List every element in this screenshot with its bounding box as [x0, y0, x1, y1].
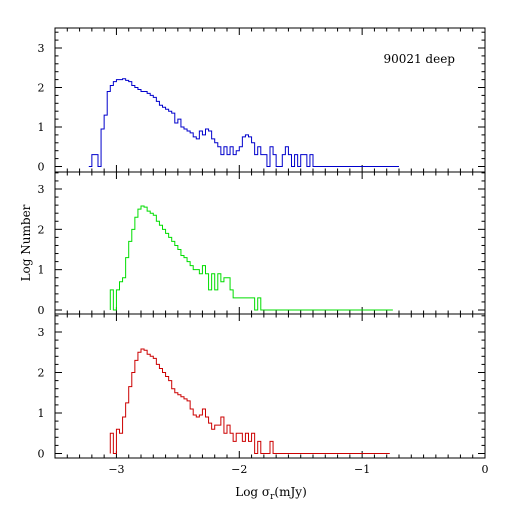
x-axis-label: Log σr(mJy) [235, 485, 307, 502]
panel-frame [54, 171, 486, 315]
y-axis-label: Log Number [19, 204, 33, 281]
panel-1: 0 1 2 3 [38, 27, 486, 174]
x-tick-label: 0 [482, 463, 489, 476]
y-tick-label: 2 [38, 223, 45, 236]
y-tick-label: 2 [38, 367, 45, 380]
histogram-series-1 [88, 78, 399, 167]
y-tick-label: 1 [38, 264, 45, 277]
x-tick-label: −3 [108, 463, 124, 476]
y-tick-label: 0 [38, 161, 45, 174]
panel-3: 0 1 2 3 [38, 313, 486, 461]
y-tick-label: 1 [38, 407, 45, 420]
x-tick-label: −2 [231, 463, 247, 476]
histogram-series-3 [109, 348, 390, 454]
x-axis-label-main: Log σ [235, 485, 270, 499]
y-tick-label: 0 [38, 448, 45, 461]
y-tick-label: 3 [38, 42, 45, 55]
panel-frame [54, 313, 486, 459]
x-tick-label: −1 [354, 463, 370, 476]
y-tick-label: 0 [38, 304, 45, 317]
panel-annotation: 90021 deep [383, 52, 455, 66]
x-axis-label-unit: (mJy) [274, 485, 306, 499]
y-tick-label: 3 [38, 183, 45, 196]
histogram-series-2 [109, 205, 393, 311]
y-tick-label: 2 [38, 82, 45, 95]
panels-layer: 0 1 2 3 0 1 2 3 0 1 2 3 [38, 27, 486, 461]
y-tick-label: 1 [38, 121, 45, 134]
x-axis-label-subscript: r [270, 492, 275, 502]
panel-2: 0 1 2 3 [38, 171, 486, 317]
y-tick-label: 3 [38, 326, 45, 339]
labels-layer: Log Number Log σr(mJy) 90021 deep −3 −2 −1… [19, 52, 489, 502]
